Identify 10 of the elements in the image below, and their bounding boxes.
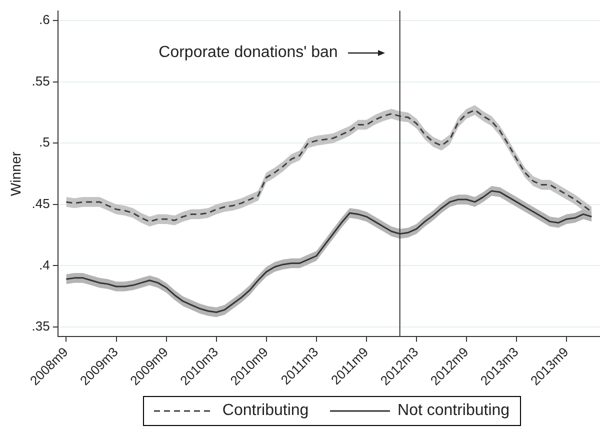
y-tick-label: .35 (32, 318, 50, 334)
y-tick-label: .5 (39, 134, 50, 150)
y-tick-label: .45 (32, 196, 50, 211)
annotation: Corporate donations' ban (158, 44, 338, 62)
legend-label: Not contributing (398, 402, 510, 420)
legend-label: Contributing (222, 402, 309, 420)
y-tick-label: .6 (39, 12, 50, 28)
y-axis-title: Winner (7, 151, 24, 196)
y-tick-label: .4 (39, 257, 50, 272)
y-tick-label: .55 (32, 73, 50, 88)
